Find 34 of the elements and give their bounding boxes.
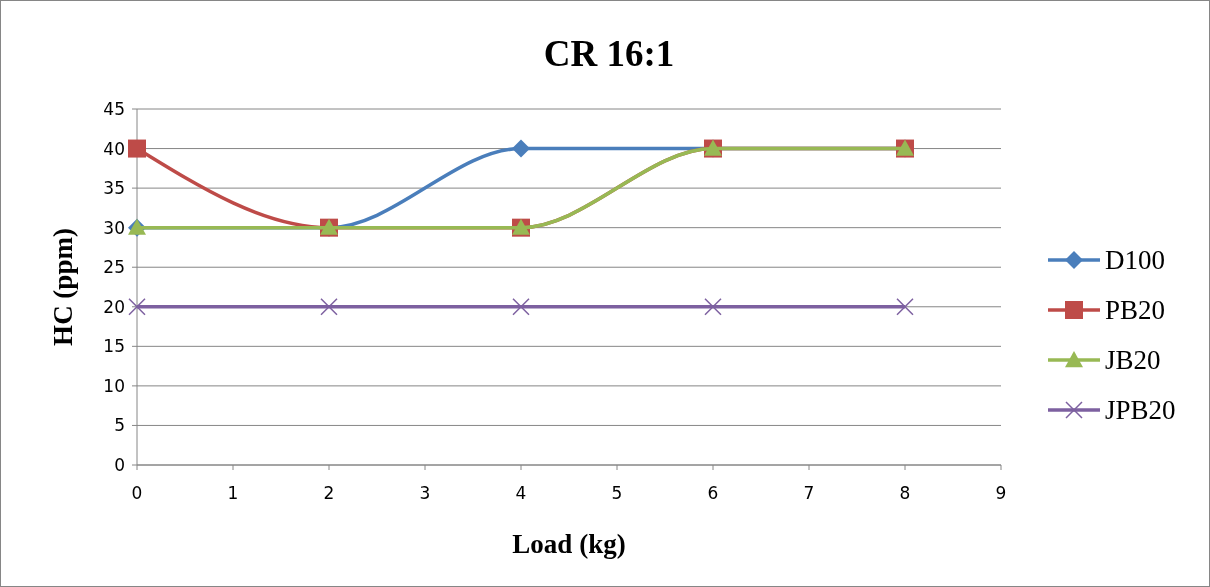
y-tick-label: 10 — [103, 375, 125, 396]
legend-label: JB20 — [1105, 345, 1161, 376]
x-tick-label: 5 — [611, 483, 623, 503]
y-axis-title: HC (ppm) — [48, 228, 78, 346]
x-tick-label: 6 — [707, 483, 719, 503]
point — [512, 139, 530, 158]
y-tick-label: 25 — [103, 257, 125, 278]
chart-title: CR 16:1 — [543, 33, 675, 74]
x-tick-label: 8 — [899, 483, 911, 503]
x-tick-label: 0 — [131, 483, 143, 503]
point — [704, 298, 722, 316]
legend-label: JPB20 — [1105, 395, 1176, 426]
point — [320, 298, 338, 316]
legend-label: D100 — [1105, 245, 1165, 276]
y-tick-label: 35 — [103, 178, 125, 199]
x-tick-label: 7 — [803, 483, 815, 503]
y-tick-label: 40 — [103, 138, 125, 159]
point — [896, 298, 914, 316]
x-tick-label: 2 — [323, 483, 335, 503]
y-tick-label: 30 — [103, 217, 125, 238]
y-tick-label: 20 — [103, 296, 125, 317]
y-tick-label: 0 — [114, 454, 125, 475]
x-tick-label: 9 — [995, 483, 1007, 503]
y-tick-label: 15 — [103, 336, 125, 357]
x-tick-label: 1 — [227, 483, 239, 503]
x-axis-title: Load (kg) — [512, 529, 626, 559]
y-tick-label: 45 — [103, 98, 125, 119]
point — [128, 139, 146, 158]
x-tick-label: 4 — [515, 483, 527, 503]
legend-label: PB20 — [1105, 295, 1166, 326]
y-tick-label: 5 — [114, 415, 125, 436]
x-tick-label: 3 — [419, 483, 431, 503]
point — [512, 298, 530, 316]
point — [128, 298, 146, 316]
